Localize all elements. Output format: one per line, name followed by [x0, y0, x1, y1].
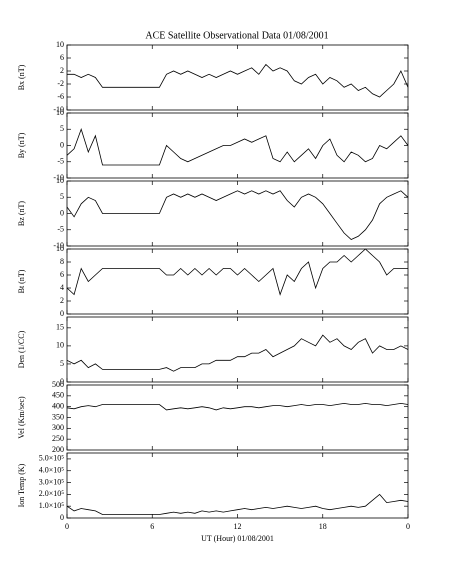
- y-tick-label: 0: [60, 208, 64, 217]
- y-axis-label: Bt (nT): [17, 269, 26, 293]
- y-tick-label: 8: [60, 257, 64, 266]
- y-tick-label: -5: [57, 157, 64, 166]
- y-axis-label: Bx (nT): [17, 64, 26, 90]
- y-tick-label: 5.0×10⁵: [39, 454, 65, 463]
- panel-frame: [66, 452, 409, 519]
- panel-frame: [66, 384, 409, 451]
- y-axis-label: By (nT): [17, 132, 26, 158]
- y-tick-label: 6: [60, 53, 64, 62]
- y-tick-label: -5: [57, 225, 64, 234]
- y-tick-label: -10: [53, 105, 64, 114]
- y-tick-label: 10: [56, 341, 64, 350]
- data-line: [66, 402, 409, 411]
- y-tick-label: 0: [60, 513, 64, 522]
- data-line: [67, 63, 409, 98]
- y-tick-label: 5: [60, 192, 64, 201]
- panel-frame: [66, 316, 409, 383]
- data-line: [66, 493, 409, 515]
- y-tick-label: 0: [60, 377, 64, 386]
- y-tick-label: 250: [52, 434, 64, 443]
- data-line: [66, 128, 409, 166]
- y-tick-label: 1.0×10⁵: [39, 501, 65, 510]
- y-axis-label: Bz (nT): [17, 201, 26, 226]
- y-tick-label: 10: [56, 244, 64, 253]
- panel-frame: [66, 248, 409, 315]
- x-tick-label: 0: [406, 522, 410, 531]
- y-tick-label: 350: [52, 412, 64, 421]
- y-tick-label: 4.0×10⁵: [39, 466, 65, 475]
- data-line: [66, 248, 408, 296]
- y-tick-label: 4: [60, 283, 64, 292]
- y-tick-label: 2: [60, 296, 64, 305]
- y-tick-label: 10: [56, 108, 64, 117]
- y-tick-label: 2: [60, 66, 64, 75]
- y-tick-label: 5: [60, 124, 64, 133]
- panel-frame: [66, 44, 409, 111]
- x-tick-label: 18: [319, 522, 327, 531]
- y-tick-label: 6: [60, 270, 64, 279]
- y-tick-label: 500: [52, 380, 64, 389]
- y-tick-label: -10: [53, 173, 64, 182]
- data-line: [66, 190, 409, 240]
- chart-title: ACE Satellite Observational Data 01/08/2…: [145, 30, 328, 41]
- y-tick-label: 300: [52, 423, 64, 432]
- y-tick-label: 2.0×10⁵: [39, 489, 65, 498]
- x-tick-label: 6: [150, 522, 154, 531]
- y-axis-label: Vel (Km/sec): [17, 396, 26, 439]
- y-tick-label: 0: [60, 140, 64, 149]
- x-axis-label: UT (Hour) 01/08/2001: [201, 534, 274, 543]
- y-axis-label: Den (1/CC): [17, 330, 26, 368]
- y-axis-label: Ion Temp (K): [17, 463, 26, 507]
- y-tick-label: 15: [56, 323, 64, 332]
- y-tick-label: 10: [56, 176, 64, 185]
- y-tick-label: -2: [57, 79, 64, 88]
- y-tick-label: -10: [53, 241, 64, 250]
- data-line: [66, 334, 409, 372]
- panel-frame: [66, 112, 409, 179]
- y-tick-label: 10: [56, 40, 64, 49]
- y-tick-label: 5: [60, 359, 64, 368]
- y-tick-label: 0: [60, 309, 64, 318]
- x-tick-label: 0: [65, 522, 69, 531]
- x-tick-label: 12: [234, 522, 242, 531]
- y-tick-label: 200: [52, 445, 64, 454]
- y-tick-label: 400: [52, 401, 64, 410]
- y-tick-label: 3.0×10⁵: [39, 477, 65, 486]
- y-tick-label: 450: [52, 391, 64, 400]
- y-tick-label: -6: [57, 92, 64, 101]
